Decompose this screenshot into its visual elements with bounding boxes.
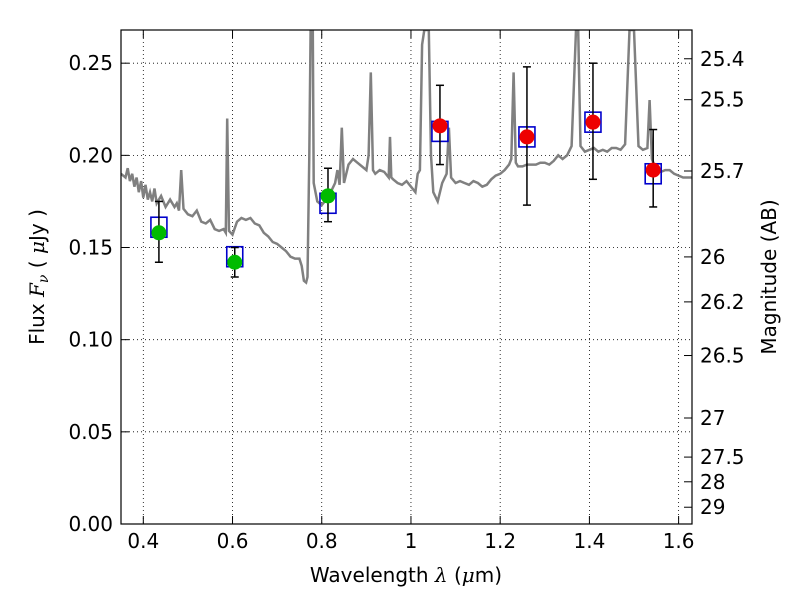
y-tick-label: 0.20 [68,143,113,167]
right-tick-label: 28 [700,470,725,494]
x-tick-label: 1.6 [663,529,695,553]
right-axis-label: Magnitude (AB) [757,199,781,354]
right-tick-label: 25.4 [700,47,745,71]
x-tick-label: 0.6 [217,529,249,553]
x-axis-ticks: 0.4 0.6 0.8 1 1.2 1.4 1.6 [127,30,695,553]
right-tick-label: 26 [700,245,725,269]
grid-lines [121,30,692,525]
measurement-point [151,225,167,241]
plot-frame [120,29,693,525]
measurement-point [227,254,243,270]
measurement-point [645,162,661,178]
y-axis-label: Flux Fν ( μJy ) [25,209,52,345]
measurement-point [320,188,336,204]
spectrum-line [121,30,692,285]
right-tick-label: 27 [700,406,725,430]
y-tick-label: 0.10 [68,328,113,352]
measurement-point [519,129,535,145]
right-tick-label: 26.5 [700,344,745,368]
y-tick-label: 0.15 [68,236,113,260]
y-tick-label: 0.25 [68,51,113,75]
y-tick-label: 0.00 [68,512,113,536]
measurement-markers [151,114,661,270]
right-tick-label: 27.5 [700,445,745,469]
x-tick-label: 1 [405,529,418,553]
error-bars [154,62,658,278]
right-tick-label: 25.7 [700,159,745,183]
plot-area [121,30,692,285]
measurement-point [432,118,448,134]
right-tick-label: 26.2 [700,290,745,314]
right-tick-label: 25.5 [700,88,745,112]
x-tick-label: 1.2 [484,529,516,553]
y-tick-label: 0.05 [68,420,113,444]
x-tick-label: 0.8 [306,529,338,553]
measurement-point [585,114,601,130]
y-axis-ticks: 0.00 0.05 0.10 0.15 0.20 0.25 [68,51,129,536]
x-tick-label: 0.4 [127,529,159,553]
right-tick-label: 29 [700,495,725,519]
x-axis-label: Wavelength λ (μm) [310,563,502,587]
x-tick-label: 1.4 [573,529,605,553]
